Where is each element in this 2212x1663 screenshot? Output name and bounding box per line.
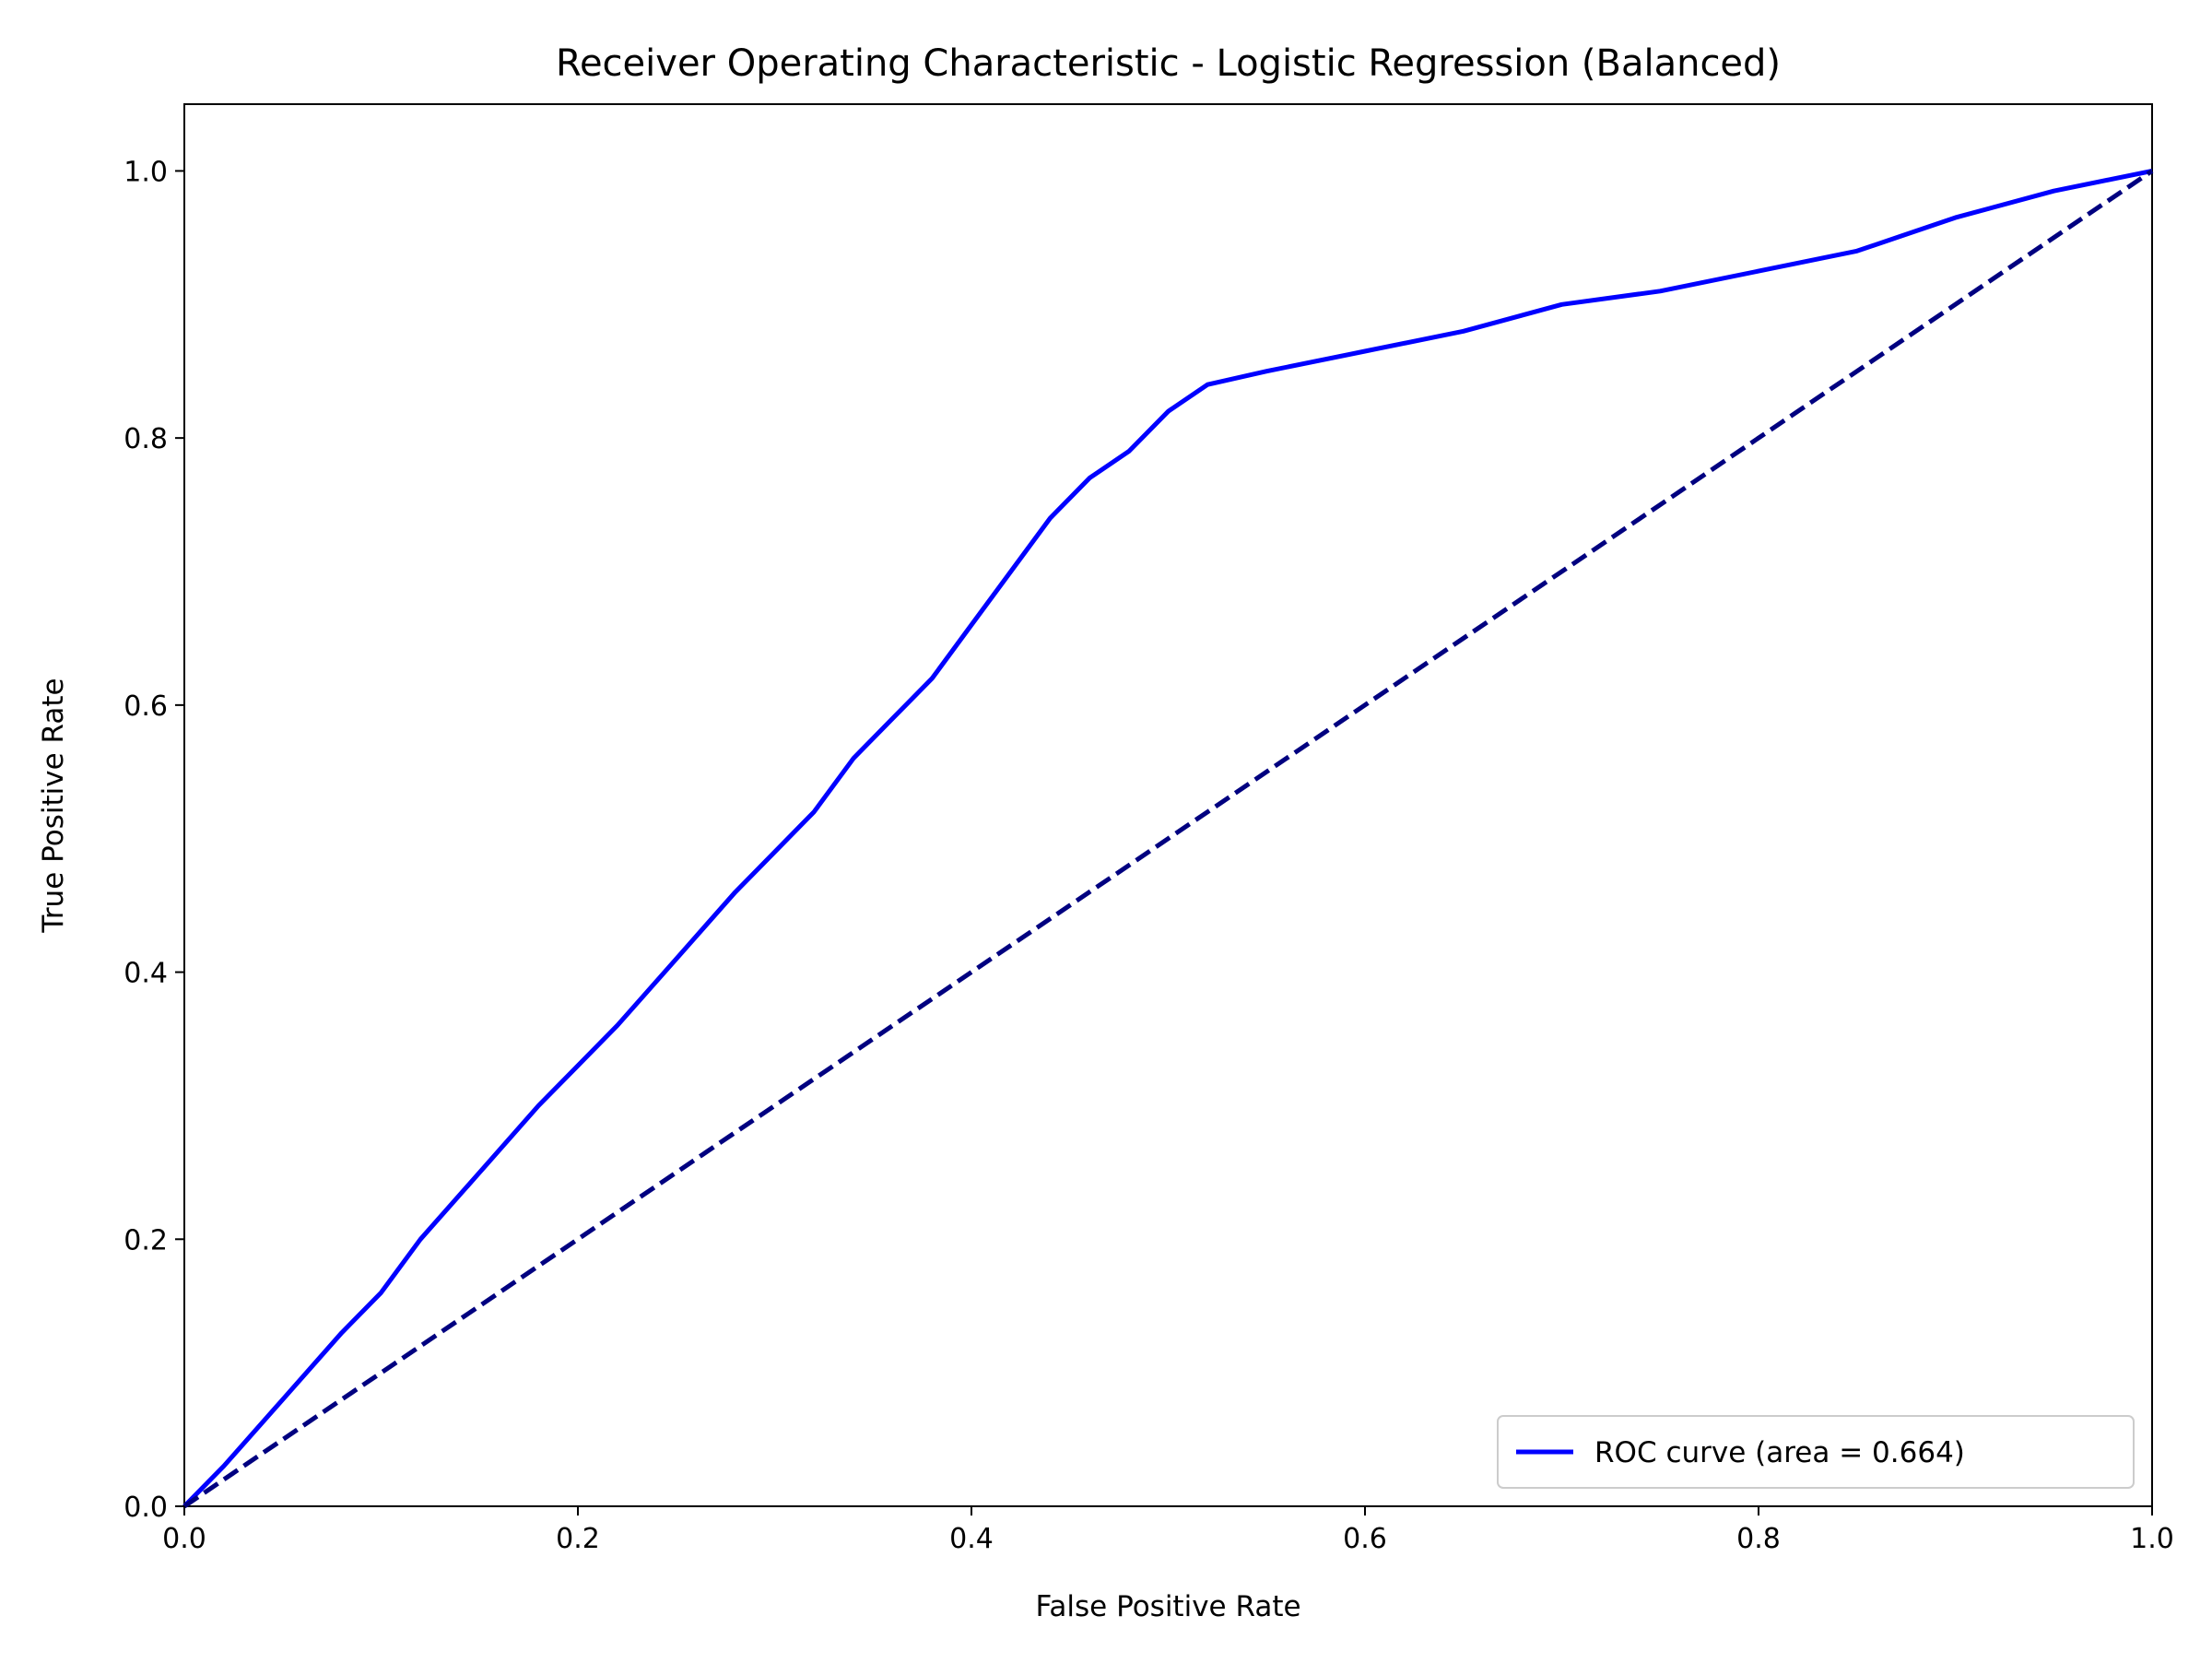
x-tick-label: 0.8	[1736, 1523, 1781, 1555]
y-axis-label: True Positive Rate	[37, 678, 70, 933]
diagonal-reference-line	[182, 169, 2154, 1509]
y-tick-label: 1.0	[124, 156, 168, 188]
y-tick-label: 0.8	[124, 423, 168, 455]
x-tick-label: 0.2	[556, 1523, 600, 1555]
y-tick-label: 0.6	[124, 690, 168, 723]
x-tick-label: 0.4	[949, 1523, 994, 1555]
plot-area	[183, 103, 2153, 1507]
legend: ROC curve (area = 0.664)	[1497, 1415, 2135, 1489]
y-tick-label: 0.4	[124, 958, 168, 990]
x-axis-label: False Positive Rate	[1035, 1590, 1300, 1623]
roc-curve-line	[182, 168, 2153, 1508]
x-tick-label: 0.0	[162, 1523, 206, 1555]
y-tick-label: 0.2	[124, 1224, 168, 1256]
x-tick-label: 1.0	[2130, 1523, 2174, 1555]
chart-title: Receiver Operating Characteristic - Logi…	[556, 42, 1781, 85]
x-tick-label: 0.6	[1343, 1523, 1387, 1555]
legend-box	[1497, 1415, 2135, 1489]
y-axis-ticks: 0.0 0.2 0.4 0.6 0.8 1.0	[124, 156, 184, 1524]
y-tick-label: 0.0	[124, 1492, 168, 1524]
x-axis-ticks: 0.0 0.2 0.4 0.6 0.8 1.0	[162, 1506, 2174, 1555]
legend-label-roc: ROC curve (area = 0.664)	[1594, 1436, 1965, 1469]
series-layer	[182, 168, 2154, 1509]
